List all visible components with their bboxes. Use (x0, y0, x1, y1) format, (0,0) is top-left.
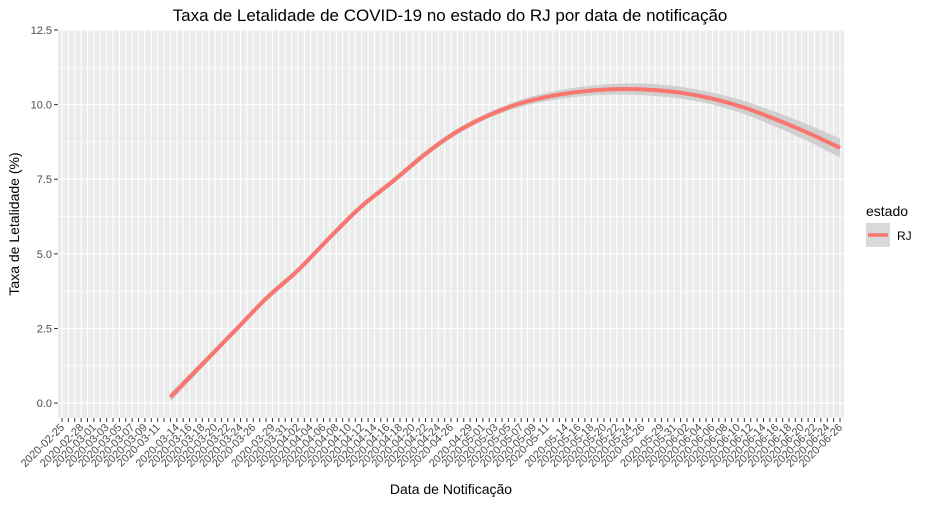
x-axis-label: Data de Notificação (390, 481, 512, 497)
series-line-layer (168, 86, 841, 399)
series-line-rj (168, 86, 841, 399)
chart-title: Taxa de Letalidade de COVID-19 no estado… (173, 6, 728, 25)
y-tick-label: 5.0 (37, 249, 52, 261)
legend-entry-label: RJ (897, 229, 912, 243)
confidence-band-rj (170, 83, 840, 402)
y-tick-label: 2.5 (37, 323, 52, 335)
y-axis-label: Taxa de Letalidade (%) (6, 152, 22, 295)
x-axis: 2020-02-252020-02-282020-03-012020-03-03… (19, 418, 845, 470)
legend: estado RJ (866, 203, 912, 247)
y-tick-label: 7.5 (37, 174, 52, 186)
y-tick-label: 12.5 (31, 25, 52, 37)
y-tick-label: 10.0 (31, 100, 52, 112)
legend-title: estado (866, 203, 908, 219)
y-axis: 0.0 2.5 5.0 7.5 10.0 12.5 (31, 25, 58, 410)
y-tick-label: 0.0 (37, 398, 52, 410)
confidence-band-layer (170, 83, 840, 402)
